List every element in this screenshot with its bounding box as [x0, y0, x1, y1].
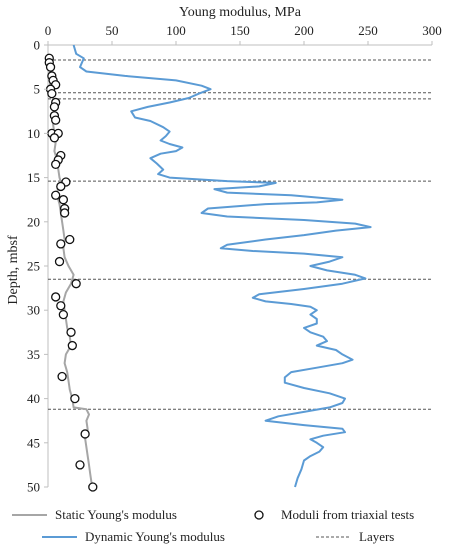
x-tick-label: 50	[106, 23, 119, 38]
y-tick-label: 20	[27, 214, 40, 229]
x-tick-labels: 0 50 100 150 200 250 300	[45, 23, 442, 45]
triaxial-point	[51, 115, 61, 125]
triaxial-point	[65, 234, 75, 245]
triaxial-point	[59, 208, 70, 218]
triaxial-point	[58, 195, 69, 205]
y-tick-label: 50	[27, 480, 40, 495]
triaxial-point	[56, 301, 66, 311]
y-tick-label: 35	[27, 347, 40, 362]
triaxial-point	[75, 460, 85, 470]
triaxial-point	[88, 482, 98, 492]
x-tick-label: 250	[358, 23, 378, 38]
triaxial-point	[54, 256, 65, 267]
triaxial-point	[49, 102, 60, 112]
x-tick-label: 0	[45, 23, 52, 38]
legend-swatch-triaxial	[254, 510, 264, 520]
plot-frame	[47, 44, 432, 487]
x-tick-label: 100	[166, 23, 186, 38]
y-tick-label: 15	[27, 170, 40, 185]
y-tick-label: 10	[27, 126, 40, 141]
legend: Static Young's modulus Moduli from triax…	[12, 507, 414, 544]
y-tick-label: 45	[27, 435, 40, 450]
y-tick-label: 30	[27, 303, 40, 318]
triaxial-point	[49, 133, 60, 143]
triaxial-point	[51, 190, 61, 200]
triaxial-point	[57, 371, 67, 382]
triaxial-point	[51, 292, 61, 302]
x-tick-label: 150	[230, 23, 250, 38]
triaxial-point	[66, 327, 76, 337]
y-tick-label: 5	[34, 82, 41, 97]
legend-label-dynamic: Dynamic Young's modulus	[85, 529, 225, 544]
triaxial-point	[47, 88, 57, 99]
x-tick-label: 200	[294, 23, 314, 38]
triaxial-point	[51, 159, 61, 169]
x-axis-title: Young modulus, MPa	[179, 5, 302, 20]
triaxial-point	[58, 309, 69, 320]
triaxial-point	[56, 181, 66, 192]
legend-label-static: Static Young's modulus	[55, 507, 177, 522]
x-tick-label: 300	[422, 23, 442, 38]
legend-label-triaxial: Moduli from triaxial tests	[281, 507, 414, 522]
legend-label-layers: Layers	[359, 529, 394, 544]
triaxial-point	[45, 62, 56, 72]
y-axis-title: Depth, mbsf	[6, 235, 21, 305]
triaxial-point	[67, 340, 77, 351]
y-tick-labels: 0 5 10 15 20 25 30 35 40 45 50	[27, 38, 48, 495]
triaxial-point	[70, 393, 80, 404]
triaxial-points	[44, 53, 98, 492]
layer-lines	[48, 59, 432, 410]
y-tick-label: 0	[34, 38, 41, 53]
triaxial-point	[80, 429, 90, 439]
series-lines	[47, 44, 372, 488]
dynamic-modulus-line	[72, 44, 372, 488]
y-tick-label: 40	[27, 391, 40, 406]
triaxial-point	[71, 279, 81, 289]
y-tick-label: 25	[27, 259, 40, 274]
triaxial-point	[56, 239, 66, 249]
